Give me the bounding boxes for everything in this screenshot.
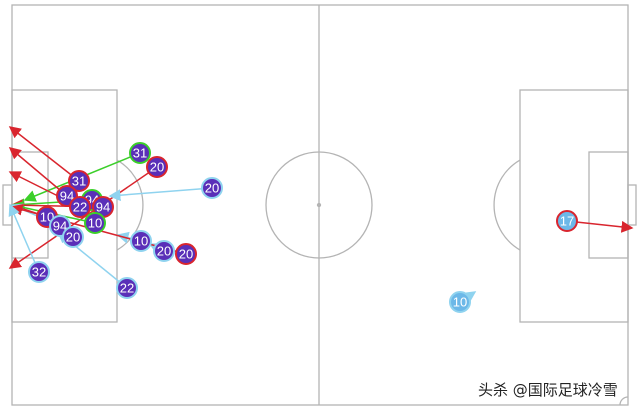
player-number: 31 [133, 146, 147, 161]
shot-circle [116, 277, 138, 299]
shot-marker[interactable]: 10 [84, 212, 106, 234]
shot-circle [175, 243, 197, 265]
shot-marker[interactable]: 20 [175, 243, 197, 265]
shot-marker[interactable]: 22 [69, 196, 91, 218]
player-number: 22 [120, 281, 134, 296]
shot-circle [62, 226, 84, 248]
player-number: 20 [150, 160, 164, 175]
right-penalty-box [519, 89, 629, 323]
shot-marker[interactable]: 32 [28, 261, 50, 283]
shot-circle [449, 291, 471, 313]
shot-marker[interactable]: 20 [62, 226, 84, 248]
player-number: 10 [134, 234, 148, 249]
shot-marker[interactable]: 31 [129, 142, 151, 164]
shot-marker[interactable]: 10 [449, 291, 471, 313]
shot-marker[interactable]: 17 [556, 210, 578, 232]
player-number: 20 [205, 181, 219, 196]
player-number: 31 [72, 174, 86, 189]
shot-circle [28, 261, 50, 283]
shot-trajectory [8, 126, 80, 182]
shot-trajectory [8, 147, 68, 197]
shot-circle [153, 240, 175, 262]
player-number: 22 [73, 200, 87, 215]
pitch-lines [2, 4, 637, 406]
watermark: 头杀 @国际足球冷雪 [478, 381, 618, 399]
player-number: 32 [32, 265, 46, 280]
shot-circle [556, 210, 578, 232]
shot-trajectory [108, 187, 213, 202]
right-goal [627, 184, 637, 226]
shot-circle [201, 177, 223, 199]
shot-circle [146, 156, 168, 178]
player-number: 94 [53, 219, 67, 234]
center-spot [316, 202, 322, 208]
shot-trajectory [8, 203, 40, 273]
player-number: 10 [88, 216, 102, 231]
player-number: 94 [60, 189, 74, 204]
shot-marker[interactable]: 20 [153, 240, 175, 262]
player-number: 20 [66, 230, 80, 245]
corner-arc [619, 396, 629, 406]
player-number: 20 [157, 244, 171, 259]
shot-marker[interactable]: 22 [116, 277, 138, 299]
player-number: 10 [453, 295, 467, 310]
shot-trajectory [8, 166, 158, 269]
player-number: 20 [179, 247, 193, 262]
player-number: 17 [560, 214, 574, 229]
shot-circle [130, 230, 152, 252]
player-number: 94 [96, 200, 110, 215]
shot-marker[interactable]: 20 [146, 156, 168, 178]
right-six-yard-box [588, 151, 629, 259]
shot-circle [69, 196, 91, 218]
shot-marker[interactable]: 31 [68, 170, 90, 192]
shot-circle [68, 170, 90, 192]
right-penalty-arc [493, 159, 521, 251]
shot-circle [129, 142, 151, 164]
shot-marker[interactable]: 10 [130, 230, 152, 252]
shot-circle [84, 212, 106, 234]
shot-marker[interactable]: 20 [201, 177, 223, 199]
center-circle [265, 151, 373, 259]
